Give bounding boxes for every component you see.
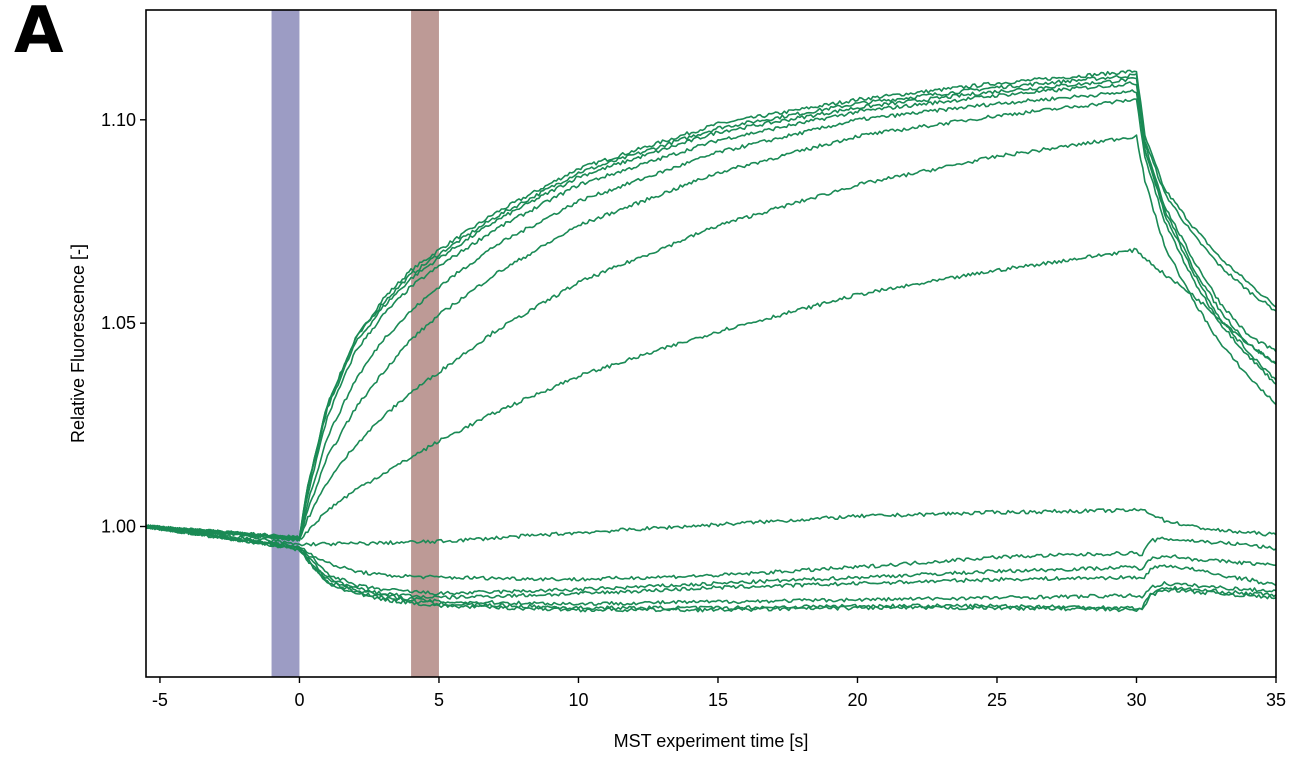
y-tick-label: 1.05 (101, 313, 136, 333)
series-line-2 (145, 73, 1277, 540)
series-line-6 (145, 98, 1277, 542)
x-axis: -5 0 5 10 15 20 25 30 35 (152, 677, 1286, 710)
series-line-9 (145, 507, 1277, 547)
series-line-5 (145, 89, 1277, 541)
highlight-region-1 (271, 10, 300, 677)
series-line-10 (145, 524, 1277, 582)
y-tick-label: 1.00 (101, 517, 136, 537)
series-lines (145, 69, 1277, 613)
x-tick-label: -5 (152, 690, 168, 710)
y-axis: 1.00 1.05 1.10 (101, 110, 146, 537)
x-tick-label: 30 (1126, 690, 1146, 710)
series-line-15 (145, 524, 1277, 613)
x-tick-label: 35 (1266, 690, 1286, 710)
x-tick-label: 15 (708, 690, 728, 710)
x-tick-label: 20 (847, 690, 867, 710)
x-tick-label: 5 (434, 690, 444, 710)
x-tick-label: 25 (987, 690, 1007, 710)
series-line-14 (145, 524, 1277, 611)
x-axis-title: MST experiment time [s] (614, 731, 809, 751)
highlight-regions (271, 10, 439, 677)
series-line-7 (145, 134, 1277, 542)
series-line-4 (145, 81, 1277, 540)
plot-frame (145, 9, 1277, 678)
series-line-3 (145, 77, 1277, 541)
x-tick-label: 10 (568, 690, 588, 710)
y-tick-label: 1.10 (101, 110, 136, 130)
series-line-8 (145, 247, 1277, 542)
highlight-region-2 (411, 10, 439, 677)
series-line-13 (145, 525, 1277, 606)
panel-label: A (14, 0, 64, 68)
series-line-11 (145, 524, 1276, 596)
x-tick-label: 0 (294, 690, 304, 710)
y-axis-title: Relative Fluorescence [-] (68, 244, 88, 443)
